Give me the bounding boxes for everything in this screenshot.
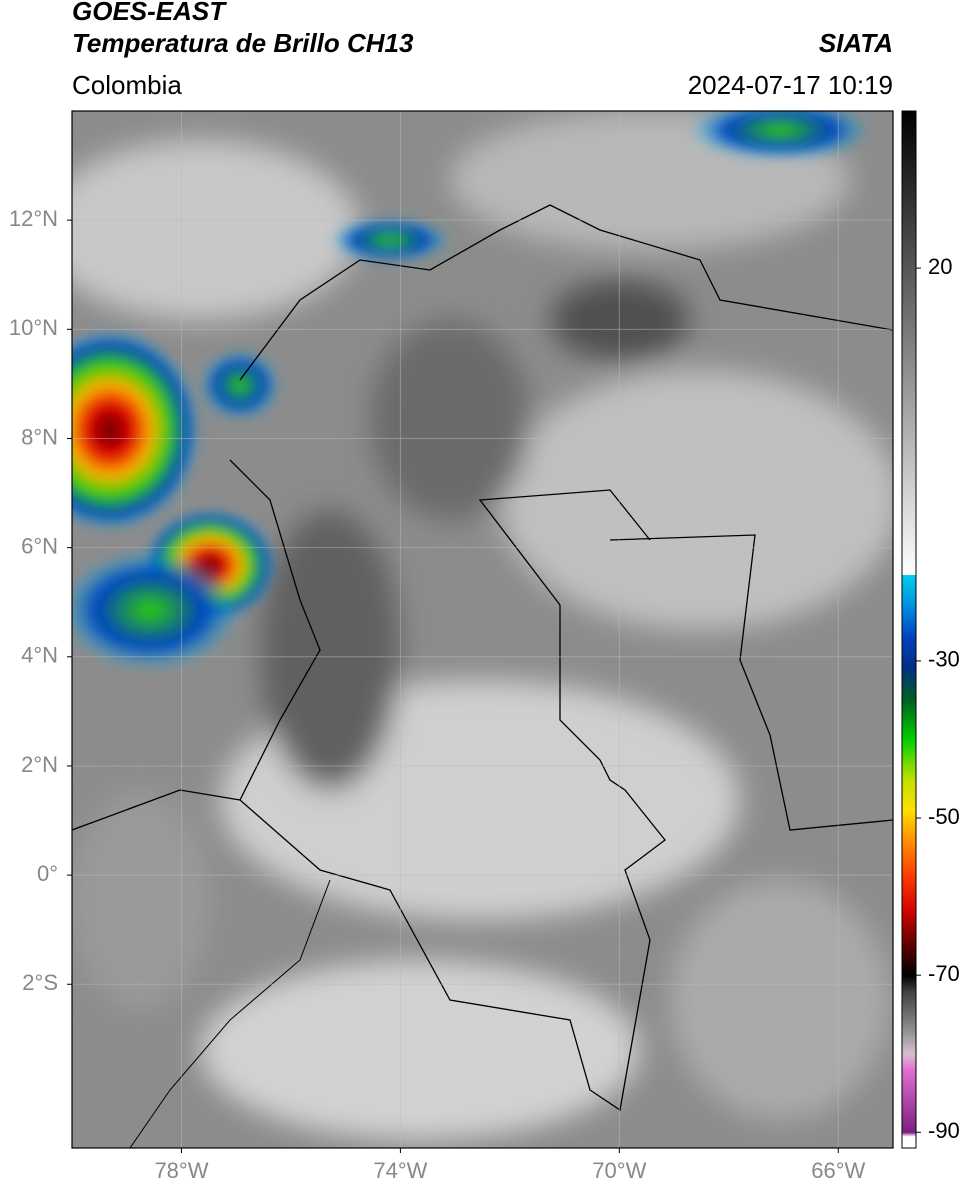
y-tick-label: 10°N: [9, 315, 58, 340]
colorbar-tick-label: -30: [928, 647, 960, 672]
cloud: [670, 880, 890, 1120]
colorbar-segment: [902, 810, 916, 835]
colorbar-segment: [902, 873, 916, 913]
colorbar-tick-label: -70: [928, 961, 960, 986]
colorbar-segment: [902, 990, 916, 1031]
x-tick-label: 66°W: [811, 1158, 865, 1183]
y-tick-label: 2°S: [22, 970, 58, 995]
y-tick-label: 12°N: [9, 206, 58, 231]
storm: [690, 111, 870, 160]
storm: [330, 218, 450, 262]
x-tick-label: 74°W: [373, 1158, 427, 1183]
storm: [72, 330, 200, 530]
colorbar-segment: [902, 778, 916, 811]
colorbar-segment: [902, 637, 916, 670]
satellite-image: [72, 111, 893, 1148]
source: SIATA: [819, 28, 893, 58]
storm: [200, 350, 280, 420]
x-tick-label: 78°W: [154, 1158, 208, 1183]
y-tick-label: 6°N: [21, 533, 58, 558]
y-tick-label: 0°: [37, 861, 58, 886]
colorbar-segment: [902, 833, 916, 874]
cloud: [72, 140, 360, 320]
cloud: [72, 790, 210, 1010]
colorbar-segment: [902, 700, 916, 740]
storm: [72, 550, 240, 670]
datetime: 2024-07-17 10:19: [688, 70, 893, 100]
colorbar-segment: [902, 739, 916, 780]
y-tick-label: 8°N: [21, 424, 58, 449]
colorbar-segment: [902, 1069, 916, 1133]
cloud: [370, 320, 530, 520]
storms: [72, 111, 870, 670]
cloud: [500, 370, 893, 630]
x-tick-label: 70°W: [592, 1158, 646, 1183]
colorbar-tick-label: 20: [928, 254, 952, 279]
y-tick-label: 4°N: [21, 643, 58, 668]
colorbar-segment: [902, 668, 916, 701]
colorbar-segment: [902, 1136, 916, 1149]
colorbar-segment: [902, 111, 916, 576]
borders: [72, 204, 893, 1112]
colorbar-segment: [902, 912, 916, 945]
colorbar-segment: [902, 574, 916, 607]
colorbar-segment: [902, 1030, 916, 1055]
cloud: [200, 960, 640, 1140]
colorbar-segment: [902, 1132, 916, 1137]
colorbar-segment: [902, 1053, 916, 1070]
colorbar-frame: [901, 110, 917, 1149]
title: GOES-EAST: [72, 0, 227, 26]
colorbar-segment: [902, 605, 916, 638]
y-tick-label: 2°N: [21, 752, 58, 777]
region: Colombia: [72, 70, 182, 100]
cloud: [550, 280, 690, 360]
cloud: [260, 510, 400, 790]
map-frame: [71, 110, 894, 1149]
cloud-field: [72, 111, 893, 1140]
colorbar-segment: [902, 943, 916, 976]
colorbar-tick-label: -90: [928, 1118, 960, 1143]
colorbar-tick-label: -50: [928, 804, 960, 829]
colorbar-segment: [902, 975, 916, 992]
coastline: [129, 879, 331, 1148]
subtitle: Temperatura de Brillo CH13: [72, 28, 414, 58]
